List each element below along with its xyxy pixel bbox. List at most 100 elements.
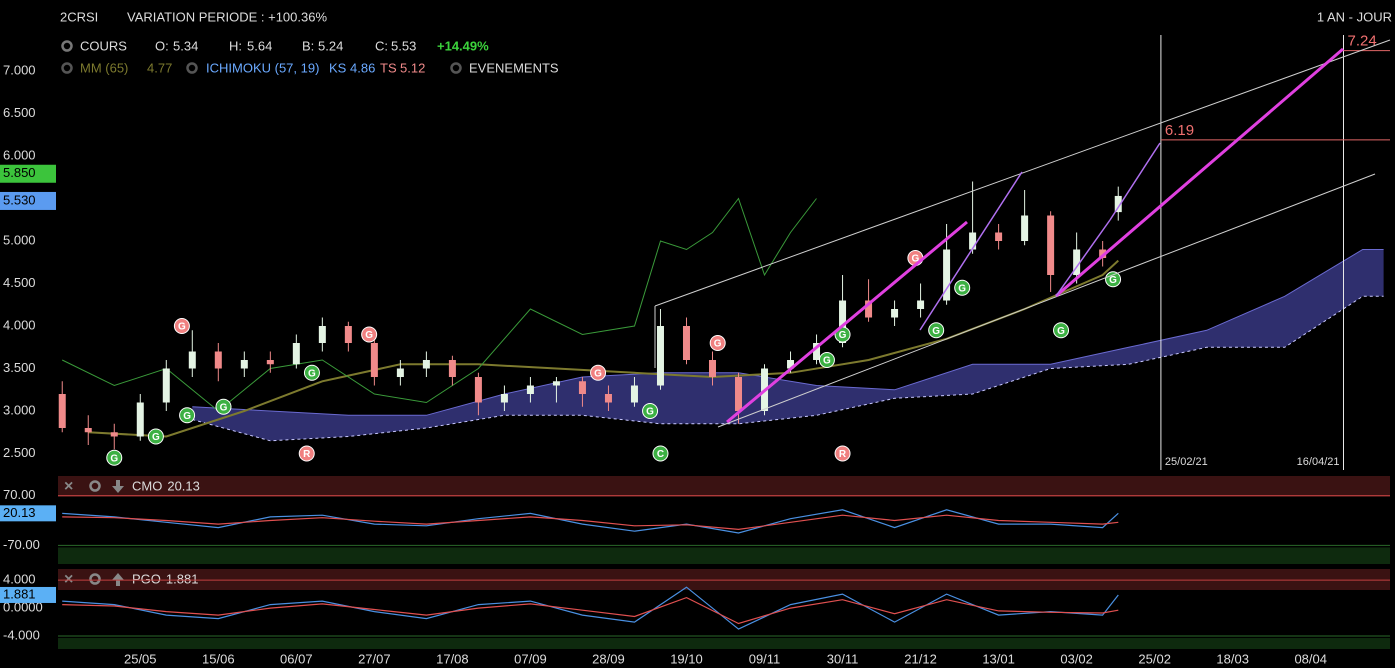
event-marker[interactable] — [361, 326, 378, 343]
legend-low: 5.24 — [318, 38, 343, 53]
indicator-value: 20.13 — [167, 478, 200, 493]
gear-icon[interactable] — [61, 62, 73, 74]
x-tick-label: 21/12 — [904, 651, 937, 666]
period[interactable]: 1 AN - JOUR — [1317, 9, 1392, 24]
trendline[interactable] — [717, 173, 1376, 428]
y-tick-label: 70.00 — [3, 487, 36, 502]
candle-body — [630, 385, 638, 403]
legend: COURS O: 5.34 H: 5.64 B: 5.24 C: 5.53 +1… — [61, 38, 559, 75]
event-label: G — [594, 368, 602, 379]
y-tick-label: 0.0000 — [3, 600, 43, 615]
y-tick-label: 2.500 — [3, 445, 36, 460]
event-label: G — [823, 356, 831, 367]
gear-icon[interactable] — [61, 40, 73, 52]
event-marker[interactable] — [179, 407, 196, 424]
candle-body — [448, 360, 456, 377]
event-label: G — [183, 411, 191, 422]
trendline[interactable] — [919, 171, 1023, 331]
legend-ks: 4.86 — [350, 60, 375, 75]
value-badge — [0, 586, 56, 603]
trendline[interactable] — [1055, 219, 1111, 297]
event-marker[interactable] — [928, 322, 945, 339]
candle-body — [969, 232, 977, 250]
oversold-band — [58, 638, 1390, 649]
candle-body — [708, 360, 716, 377]
y-tick-label: 3.500 — [3, 360, 36, 375]
indicator-line — [62, 514, 1119, 531]
x-tick-label: 06/07 — [280, 651, 313, 666]
trendline[interactable] — [1109, 142, 1161, 221]
close-icon[interactable]: × — [64, 478, 73, 495]
legend-mm: MM (65) — [80, 60, 128, 75]
x-tick-label: 25/05 — [124, 651, 157, 666]
trendline[interactable] — [654, 39, 1391, 307]
event-label: G — [911, 254, 919, 265]
candle-body — [162, 368, 170, 403]
event-marker[interactable] — [652, 445, 669, 462]
y-tick-label: 5.000 — [3, 232, 36, 247]
event-marker[interactable] — [1105, 271, 1122, 288]
x-tick-label: 13/01 — [982, 651, 1015, 666]
event-label: G — [178, 322, 186, 333]
event-marker[interactable] — [298, 445, 315, 462]
event-marker[interactable] — [173, 318, 190, 334]
candle-body — [344, 326, 352, 343]
candle-body — [214, 351, 222, 369]
event-marker[interactable] — [303, 364, 320, 381]
legend-high: 5.64 — [247, 38, 272, 53]
candle-body — [839, 300, 847, 343]
cloud-lower-edge — [192, 295, 1384, 442]
legend-close-label: C: — [375, 38, 388, 53]
candle-body — [735, 377, 743, 411]
candle-body — [995, 232, 1003, 241]
x-tick-label: 09/11 — [749, 651, 781, 666]
event-label: G — [308, 368, 316, 379]
gear-icon[interactable] — [89, 480, 101, 492]
event-label: G — [958, 283, 966, 294]
event-label: G — [646, 407, 654, 418]
candle-body — [813, 343, 821, 360]
event-marker[interactable] — [818, 352, 835, 368]
candle-body — [500, 394, 508, 403]
y-tick-label: 7.000 — [3, 62, 36, 77]
value-badge-label: 20.13 — [3, 505, 36, 520]
x-tick-label: 03/02 — [1060, 651, 1093, 666]
candle-body — [865, 300, 873, 318]
gear-icon[interactable] — [186, 62, 198, 74]
indicator-line — [62, 596, 1119, 625]
event-marker[interactable] — [1053, 322, 1070, 339]
trendline[interactable] — [1055, 47, 1344, 298]
legend-mm-value: 4.77 — [147, 60, 172, 75]
trendline[interactable] — [726, 220, 968, 424]
value-badge — [0, 505, 56, 522]
event-label: G — [365, 330, 373, 341]
gear-icon[interactable] — [89, 573, 101, 585]
event-marker[interactable] — [590, 364, 607, 381]
candle-body — [188, 351, 196, 369]
event-marker[interactable] — [834, 445, 851, 462]
legend-high-label: H: — [229, 38, 242, 53]
event-marker[interactable] — [147, 428, 164, 445]
price-badge-label: 5.530 — [3, 192, 36, 207]
cloud-upper-edge — [192, 249, 1384, 416]
event-label: R — [839, 449, 847, 460]
event-marker[interactable] — [954, 279, 971, 296]
legend-ks-label: KS — [329, 60, 347, 75]
event-label: G — [1109, 275, 1117, 286]
candle-body — [84, 428, 92, 433]
event-marker[interactable] — [215, 398, 232, 415]
y-tick-label: -70.00 — [3, 537, 40, 552]
event-marker[interactable] — [709, 335, 726, 351]
level-label: 7.24 — [1348, 33, 1377, 50]
oversold-band — [58, 547, 1390, 564]
indicator-value: 1.881 — [166, 571, 199, 586]
event-marker[interactable] — [642, 403, 659, 419]
x-tick-label: 19/10 — [670, 651, 703, 666]
candle-body — [474, 377, 482, 403]
x-tick-label: 25/02 — [1138, 651, 1171, 666]
value-badge-label: 1.881 — [3, 586, 36, 601]
gear-icon[interactable] — [450, 62, 462, 74]
event-marker[interactable] — [106, 449, 123, 466]
up-icon — [112, 573, 124, 586]
